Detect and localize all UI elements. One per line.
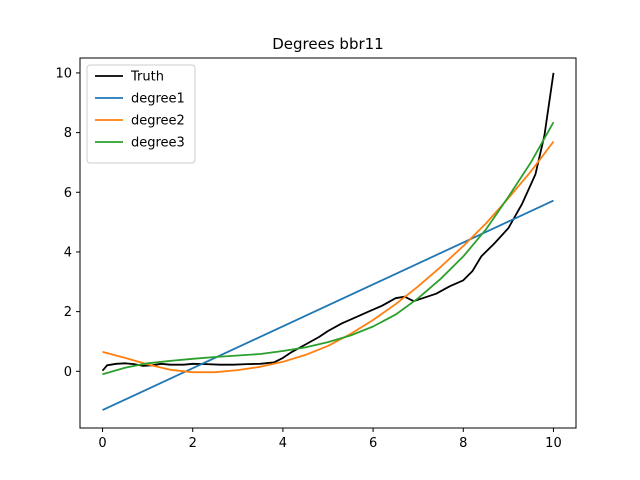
y-tick-label: 2 [64,305,72,320]
plot-frame [79,57,577,429]
series-line-degree1 [102,199,554,411]
y-tick-label: 0 [64,365,72,380]
x-tick-label: 2 [189,436,197,451]
series-layer [101,72,555,411]
legend: Truth degree1 degree2 degree3 [86,64,196,164]
legend-label: Truth [130,70,164,85]
legend-label: degree3 [131,136,185,151]
chart-title: Degrees bbr11 [272,35,383,53]
x-tick-label: 8 [459,436,467,451]
legend-label: degree2 [131,114,185,129]
axes-layer: 0 2 4 6 8 10 0 2 4 6 8 10 [55,66,561,451]
series-line-degree3 [102,121,555,376]
y-tick-label: 8 [64,126,72,141]
x-tick-label: 10 [545,436,562,451]
y-tick-label: 4 [64,245,72,260]
x-tick-label: 6 [369,436,377,451]
y-tick-label: 10 [55,66,72,81]
series-line-degree2 [102,140,555,374]
series-line-truth [101,72,555,372]
legend-box [86,64,196,164]
y-tick-label: 6 [64,186,72,201]
x-tick-label: 0 [98,436,106,451]
legend-label: degree1 [131,92,185,107]
x-tick-label: 4 [279,436,287,451]
